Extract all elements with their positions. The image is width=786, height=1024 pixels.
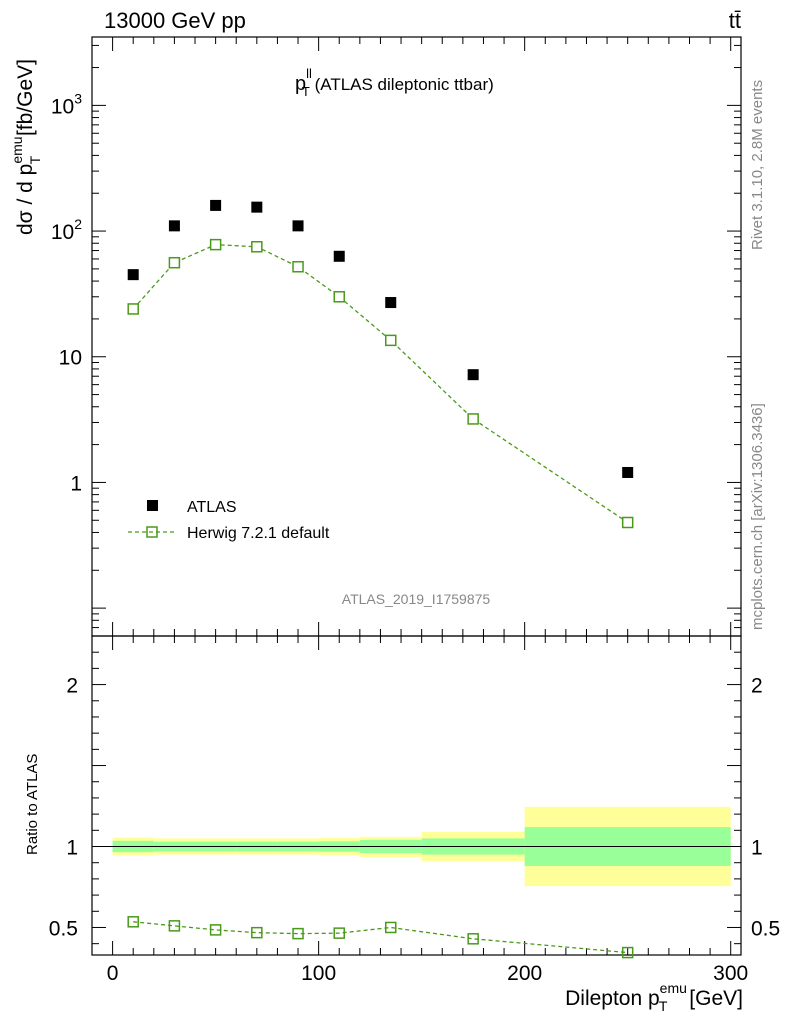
herwig-ratio-point bbox=[292, 927, 304, 940]
herwig-ratio-point bbox=[333, 927, 345, 939]
herwig-main-point bbox=[168, 256, 181, 269]
plot-title-sup: ll bbox=[306, 66, 312, 81]
x-axis-label: Dilepton pemu T [GeV] bbox=[565, 980, 743, 1014]
ratio-axis-ticks bbox=[91, 636, 741, 955]
main-y-tick-exp: 3 bbox=[74, 90, 82, 106]
legend-herwig-label: Herwig 7.2.1 default bbox=[187, 525, 330, 542]
x-tick-label-3: 300 bbox=[713, 962, 748, 985]
plot-title-sub: T bbox=[302, 84, 310, 99]
main-y-tick-base: 10 bbox=[51, 95, 74, 118]
atlas-data-point bbox=[622, 466, 634, 478]
main-y-label-post: [fb/GeV] bbox=[14, 59, 37, 142]
ratio-y-tick-label-left-1: 1 bbox=[66, 837, 78, 860]
herwig-main-point bbox=[292, 261, 304, 273]
herwig-main-point bbox=[621, 516, 634, 529]
ratio-plot-panel: 0 100 200 3000.5 0.51 12 2 bbox=[49, 635, 780, 985]
x-label-post: [GeV] bbox=[683, 987, 743, 1010]
atlas-data-point bbox=[385, 297, 397, 309]
main-y-tick-label-0: 103 bbox=[51, 90, 82, 118]
herwig-ratio-point bbox=[209, 924, 222, 936]
atlas-data-point bbox=[210, 199, 222, 211]
atlas-data-point bbox=[251, 201, 263, 213]
analysis-id-label: ATLAS_2019_I1759875 bbox=[342, 591, 491, 607]
atlas-data-point bbox=[168, 220, 180, 232]
main-y-tick-label-2: 10 bbox=[59, 347, 82, 370]
x-tick-label-1: 100 bbox=[301, 962, 336, 985]
main-y-axis-label: dσ / d pemu T [fb/GeV] bbox=[9, 59, 43, 235]
rivet-version-label: Rivet 3.1.10, 2.8M events bbox=[749, 80, 766, 250]
main-y-tick-label-1: 102 bbox=[51, 216, 82, 244]
x-label-pre: Dilepton p bbox=[565, 987, 660, 1010]
herwig-ratio-point bbox=[127, 916, 139, 928]
legend: ATLAS Herwig 7.2.1 default bbox=[128, 499, 330, 542]
ratio-y-tick-label-left-2: 2 bbox=[66, 675, 78, 698]
herwig-main-point bbox=[467, 413, 479, 425]
main-y-label-sup: emu bbox=[9, 136, 25, 163]
herwig-main-point bbox=[209, 238, 222, 251]
herwig-ratio-point bbox=[384, 921, 397, 934]
herwig-main-point bbox=[251, 241, 263, 253]
herwig-ratio-point bbox=[251, 926, 263, 939]
atlas-data-point bbox=[333, 250, 345, 262]
main-y-tick-label-3: 1 bbox=[70, 472, 82, 495]
x-label-sub: T bbox=[659, 998, 668, 1014]
x-label-sup: emu bbox=[660, 980, 687, 996]
plot-title-var: p bbox=[295, 73, 306, 95]
herwig-ratio-point bbox=[467, 933, 479, 945]
header-process-label: tt̄ bbox=[729, 8, 741, 33]
main-y-tick-base: 10 bbox=[51, 221, 74, 244]
atlas-data-point bbox=[467, 369, 479, 381]
legend-herwig-marker bbox=[146, 526, 158, 538]
main-y-label-pre: dσ / d p bbox=[14, 164, 37, 235]
ratio-y-tick-label-right-2: 2 bbox=[751, 675, 763, 698]
herwig-main-point bbox=[127, 303, 139, 315]
legend-atlas-marker bbox=[147, 500, 158, 511]
herwig-ratio-point bbox=[168, 920, 181, 932]
ratio-y-tick-label-right-1: 1 bbox=[751, 837, 763, 860]
main-y-tick-base: 10 bbox=[59, 347, 82, 370]
ratio-frame bbox=[91, 635, 742, 956]
main-axis-ticks bbox=[91, 37, 741, 637]
ratio-y-tick-label-right-0: 0.5 bbox=[751, 917, 780, 940]
mcplots-label: mcplots.cern.ch [arXiv:1306.3436] bbox=[749, 403, 766, 630]
header-energy-label: 13000 GeV pp bbox=[104, 8, 246, 33]
main-y-tick-base: 1 bbox=[70, 472, 82, 495]
herwig-ratio-line bbox=[133, 921, 628, 954]
herwig-main-line bbox=[132, 243, 629, 524]
plot-title: pll T (ATLAS dileptonic ttbar) bbox=[295, 66, 494, 99]
plot-title-rest: (ATLAS dileptonic ttbar) bbox=[310, 75, 494, 94]
x-tick-label-2: 200 bbox=[507, 962, 542, 985]
main-frame bbox=[91, 36, 742, 637]
ratio-y-axis-label: Ratio to ATLAS bbox=[24, 754, 41, 855]
herwig-ratio-point bbox=[621, 946, 634, 959]
herwig-main-point bbox=[384, 334, 397, 347]
main-y-label-sub: T bbox=[27, 155, 43, 164]
x-tick-label-0: 0 bbox=[107, 962, 119, 985]
atlas-data-point bbox=[292, 220, 304, 232]
ratio-y-tick-label-left-0: 0.5 bbox=[49, 917, 78, 940]
legend-atlas-label: ATLAS bbox=[187, 499, 237, 516]
herwig-main-point bbox=[333, 291, 345, 303]
atlas-data-point bbox=[127, 269, 139, 281]
main-y-tick-exp: 2 bbox=[74, 216, 82, 232]
